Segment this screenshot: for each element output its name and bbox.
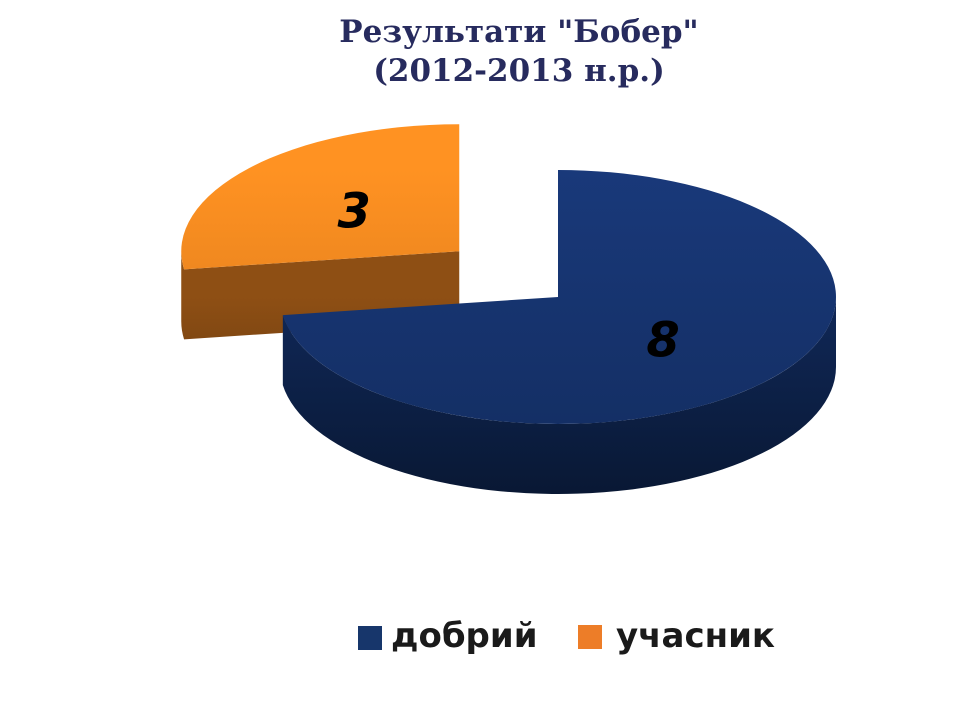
chart-title: Результати "Бобер" (2012-2013 н.р.) [339, 13, 698, 91]
pie-slice-0-side[interactable] [282, 297, 837, 494]
legend-label-uchasnyk: учасник [616, 616, 775, 656]
pie-slice-1-top[interactable] [181, 124, 460, 270]
legend-swatch-dobryi [358, 626, 382, 650]
data-label-1: 3 [337, 184, 370, 240]
data-label-0: 8 [646, 313, 679, 369]
chart-title-line-1: Результати "Бобер" [339, 14, 699, 50]
pie-slice-0-top[interactable] [282, 170, 837, 424]
legend-swatch-uchasnyk [578, 625, 602, 649]
chart-title-line-2: (2012-2013 н.р.) [373, 53, 665, 89]
legend-label-dobryi: добрий [391, 616, 538, 656]
